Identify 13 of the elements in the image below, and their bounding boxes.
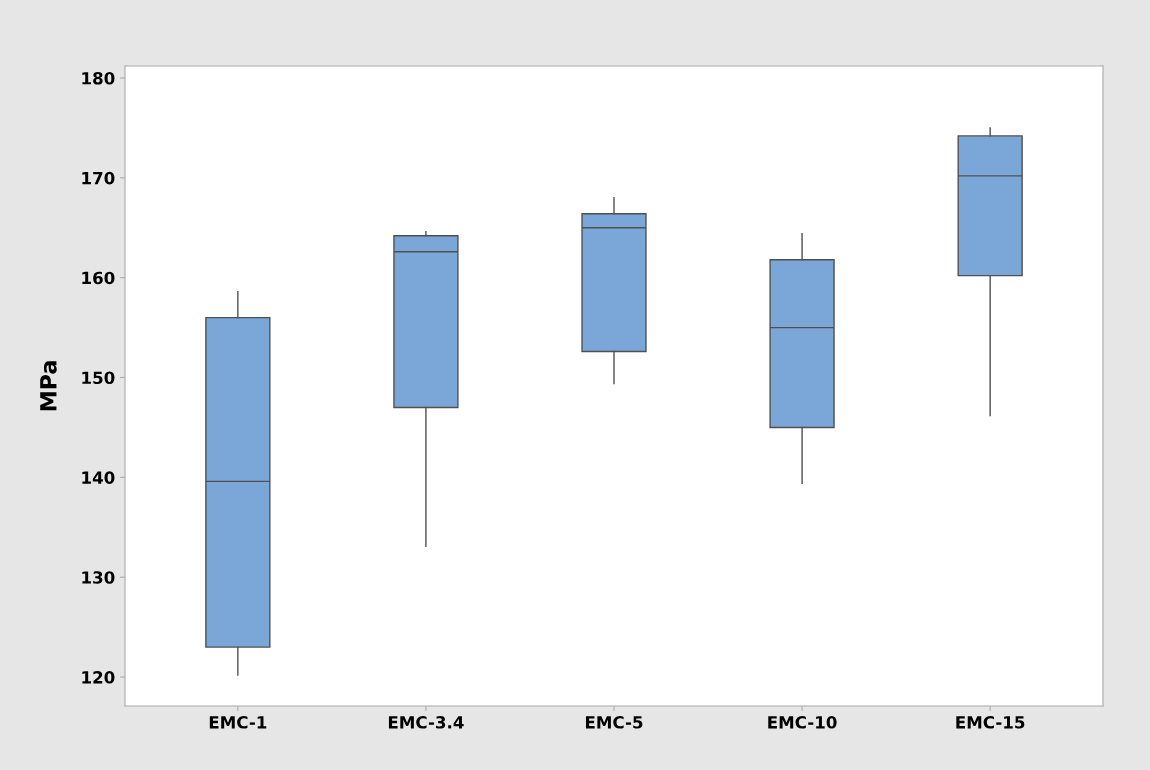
x-tick-label: EMC-1: [209, 716, 267, 729]
y-tick-label: 150: [82, 371, 115, 385]
y-tick-label: 130: [82, 571, 115, 584]
x-tick-label: EMC-10: [768, 716, 837, 729]
x-tick-label: EMC-15: [956, 716, 1025, 729]
y-tick-label: 180: [82, 71, 115, 85]
y-tick-label: 170: [82, 171, 115, 185]
y-tick-label: 140: [82, 471, 115, 484]
y-axis-title: MPa: [40, 361, 57, 411]
x-tick-label: EMC-5: [585, 716, 643, 729]
y-tick-label: 120: [82, 671, 115, 684]
x-tick-label: EMC-3.4: [388, 716, 464, 729]
y-tick-label: 160: [82, 271, 115, 285]
